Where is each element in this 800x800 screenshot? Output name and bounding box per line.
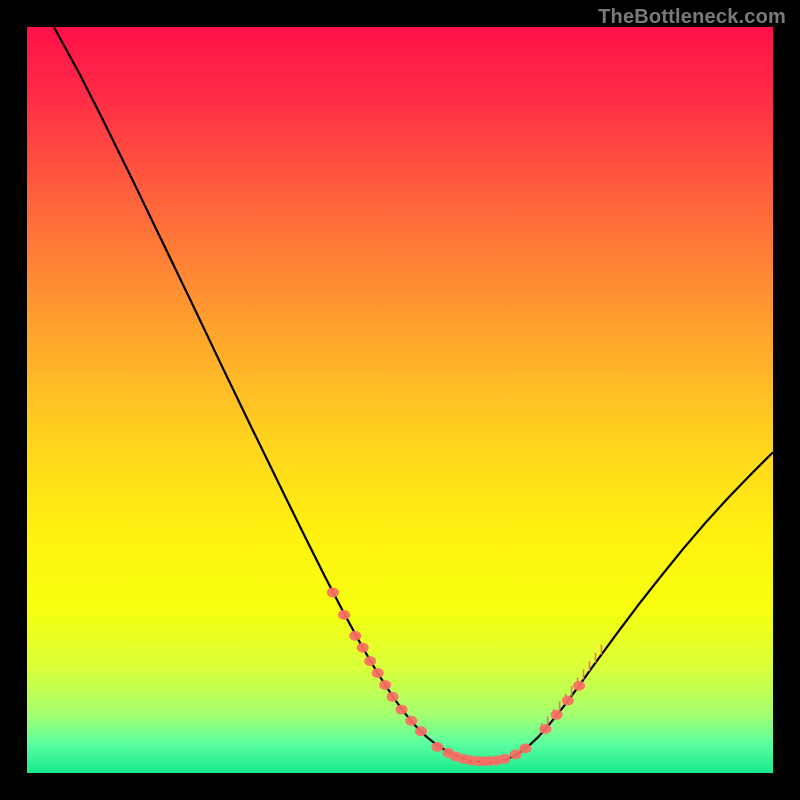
accent-dot (364, 656, 376, 666)
accent-dot (405, 716, 417, 726)
accent-dot (327, 587, 339, 597)
accent-dot (573, 681, 585, 691)
bottleneck-chart: TheBottleneck.com (0, 0, 800, 800)
accent-dot (519, 743, 531, 753)
accent-dot (551, 710, 563, 720)
accent-dot (387, 692, 399, 702)
accent-dot (372, 668, 384, 678)
accent-dot (510, 749, 522, 759)
chart-svg (0, 0, 800, 800)
accent-dot (395, 705, 407, 715)
accent-dot (539, 724, 551, 734)
accent-dot (357, 643, 369, 653)
accent-dot (415, 726, 427, 736)
accent-dot (498, 754, 510, 764)
accent-dot (349, 631, 361, 641)
accent-dot (431, 742, 443, 752)
accent-dot (562, 696, 574, 706)
accent-dot (338, 610, 350, 620)
chart-background (27, 27, 773, 773)
attribution-watermark: TheBottleneck.com (598, 6, 786, 29)
accent-dot (379, 680, 391, 690)
